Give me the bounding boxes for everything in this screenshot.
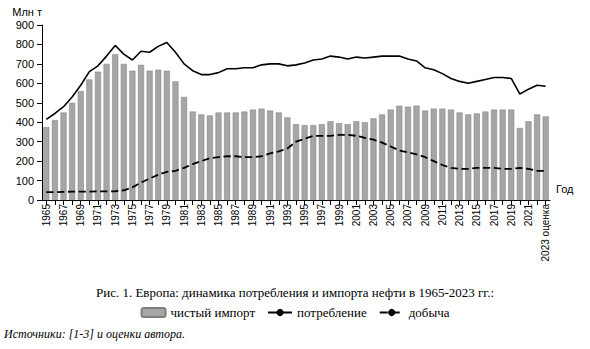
svg-text:Млн т: Млн т [12,6,42,18]
svg-text:900: 900 [16,19,34,31]
svg-text:1973: 1973 [110,204,121,227]
svg-text:1985: 1985 [213,204,224,227]
svg-text:600: 600 [16,77,34,89]
svg-text:1979: 1979 [161,204,172,227]
svg-text:1971: 1971 [92,204,103,227]
svg-text:2021: 2021 [523,204,534,227]
svg-text:200: 200 [16,155,34,167]
svg-text:2023 оценка: 2023 оценка [540,204,551,262]
svg-text:2003: 2003 [368,204,379,227]
svg-text:300: 300 [16,136,34,148]
svg-text:1965: 1965 [41,204,52,227]
svg-text:1969: 1969 [75,204,86,227]
svg-text:800: 800 [16,38,34,50]
svg-text:2011: 2011 [437,204,448,226]
svg-text:1999: 1999 [334,204,345,227]
svg-text:2017: 2017 [489,204,500,227]
svg-text:чистый импорт: чистый импорт [171,305,256,320]
svg-text:2005: 2005 [385,204,396,227]
svg-text:1981: 1981 [179,204,190,227]
svg-text:1983: 1983 [196,204,207,227]
svg-text:2009: 2009 [420,204,431,227]
svg-text:Год: Год [556,183,574,195]
svg-text:1967: 1967 [58,204,69,227]
svg-text:1977: 1977 [144,204,155,227]
svg-text:добыча: добыча [409,305,450,320]
svg-text:700: 700 [16,58,34,70]
svg-text:1987: 1987 [230,204,241,227]
svg-text:2007: 2007 [402,204,413,227]
svg-text:1993: 1993 [282,204,293,227]
svg-text:400: 400 [16,116,34,128]
svg-text:2013: 2013 [454,204,465,227]
svg-text:2019: 2019 [506,204,517,227]
svg-text:1995: 1995 [299,204,310,227]
svg-text:1989: 1989 [247,204,258,227]
svg-text:500: 500 [16,97,34,109]
svg-text:2001: 2001 [351,204,362,227]
svg-text:Источники: [1-3] и оценки авто: Источники: [1-3] и оценки автора. [3,327,185,341]
svg-text:0: 0 [28,194,34,206]
svg-text:1997: 1997 [316,204,327,227]
svg-text:100: 100 [16,175,34,187]
svg-text:1991: 1991 [265,204,276,227]
svg-text:потребление: потребление [297,305,367,320]
svg-text:1975: 1975 [127,204,138,227]
svg-text:2015: 2015 [471,204,482,227]
svg-text:Рис. 1. Европа: динамика потре: Рис. 1. Европа: динамика потребления и и… [96,285,494,300]
